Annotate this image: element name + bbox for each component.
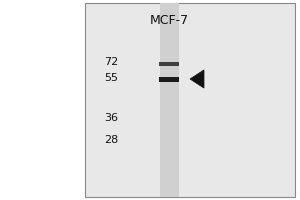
Text: 72: 72 <box>104 57 118 67</box>
Text: MCF-7: MCF-7 <box>150 14 189 27</box>
Bar <box>160 76 179 82</box>
Text: 55: 55 <box>104 73 118 83</box>
Bar <box>85 3 295 197</box>
Bar <box>160 62 179 66</box>
Polygon shape <box>190 70 204 88</box>
Text: 36: 36 <box>104 113 118 123</box>
Text: 28: 28 <box>104 135 118 145</box>
Bar <box>160 3 179 197</box>
